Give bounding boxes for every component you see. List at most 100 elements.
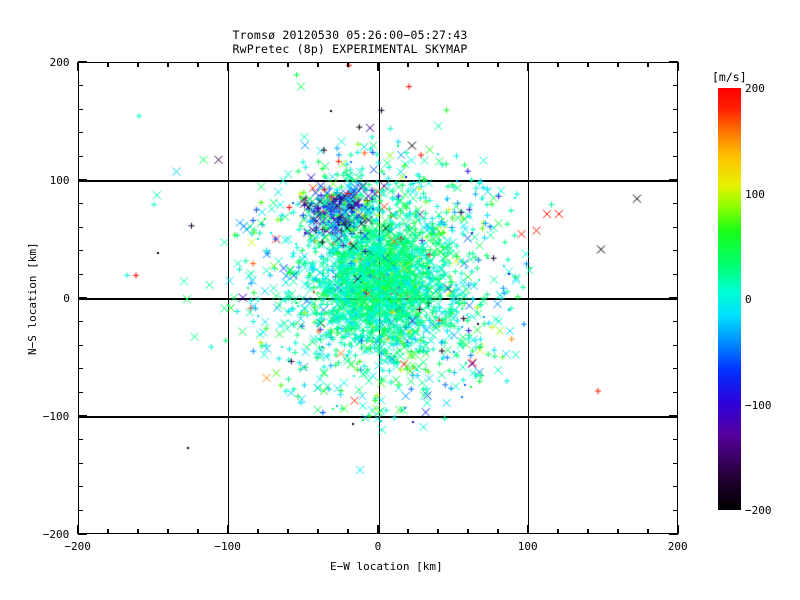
x-tick	[557, 62, 559, 67]
x-axis-label: E−W location [km]	[330, 560, 443, 573]
x-tick	[467, 62, 469, 67]
y-tick	[78, 85, 83, 87]
y-tick	[673, 344, 678, 346]
x-tick	[77, 62, 79, 71]
x-tick-label: −100	[214, 540, 241, 553]
y-tick	[78, 179, 87, 181]
x-tick	[167, 62, 169, 67]
x-tick	[527, 525, 529, 534]
x-tick	[287, 529, 289, 534]
x-tick	[527, 62, 529, 71]
x-tick	[107, 62, 109, 67]
x-tick	[317, 62, 319, 67]
x-tick	[347, 62, 349, 67]
x-tick-label: 100	[517, 540, 538, 553]
x-tick	[557, 529, 559, 534]
x-tick	[677, 62, 679, 71]
x-tick	[227, 525, 229, 534]
y-tick	[673, 321, 678, 323]
x-tick	[137, 62, 139, 67]
y-tick-label: 100	[49, 174, 70, 187]
x-tick	[437, 529, 439, 534]
y-tick	[673, 203, 678, 205]
y-tick	[78, 486, 83, 488]
y-tick	[673, 391, 678, 393]
x-tick	[347, 529, 349, 534]
y-tick	[673, 462, 678, 464]
x-tick	[647, 529, 649, 534]
x-tick	[167, 529, 169, 534]
x-tick	[137, 529, 139, 534]
colorbar-tick-label: 200	[745, 82, 765, 95]
x-tick	[407, 529, 409, 534]
y-tick-label: 0	[63, 292, 70, 305]
y-tick	[78, 273, 83, 275]
y-tick	[78, 368, 83, 370]
y-tick-label: 200	[49, 56, 70, 69]
y-tick	[78, 108, 83, 110]
x-tick	[257, 62, 259, 67]
x-tick	[227, 62, 229, 71]
y-tick	[78, 321, 83, 323]
y-tick	[669, 533, 678, 535]
y-tick	[78, 226, 83, 228]
title-line-1: Tromsø 20120530 05:26:00−05:27:43	[232, 28, 468, 42]
colorbar-unit-label: [m/s]	[712, 70, 747, 84]
x-tick-label: 200	[667, 540, 688, 553]
scatter-points	[79, 63, 677, 533]
y-tick-label: −100	[42, 410, 70, 423]
x-tick	[617, 529, 619, 534]
colorbar	[718, 88, 741, 510]
y-tick	[673, 368, 678, 370]
colorbar-tick-label: 0	[745, 293, 752, 306]
x-tick	[617, 62, 619, 67]
y-tick	[673, 273, 678, 275]
colorbar-tick-label: −200	[745, 504, 772, 517]
y-tick	[78, 132, 83, 134]
plot-area	[78, 62, 678, 534]
x-tick	[77, 525, 79, 534]
y-tick	[78, 391, 83, 393]
y-tick	[78, 509, 83, 511]
y-tick	[673, 439, 678, 441]
y-tick	[673, 509, 678, 511]
y-tick	[78, 155, 83, 157]
x-tick	[197, 62, 199, 67]
x-tick	[107, 529, 109, 534]
y-tick	[673, 132, 678, 134]
y-tick	[669, 297, 678, 299]
y-tick	[673, 155, 678, 157]
y-tick	[78, 462, 83, 464]
y-tick	[673, 486, 678, 488]
x-tick	[497, 529, 499, 534]
x-tick	[407, 62, 409, 67]
y-tick-label: −200	[42, 528, 70, 541]
x-tick-label: −200	[64, 540, 91, 553]
y-tick	[78, 61, 87, 63]
x-tick	[377, 62, 379, 71]
y-tick	[673, 226, 678, 228]
y-tick	[669, 61, 678, 63]
y-tick	[669, 179, 678, 181]
x-tick	[377, 525, 379, 534]
colorbar-tick-label: 100	[745, 187, 765, 201]
y-tick	[673, 250, 678, 252]
x-tick	[497, 62, 499, 67]
y-axis-label: N−S location [km]	[26, 242, 39, 355]
y-tick	[78, 203, 83, 205]
colorbar-gradient	[718, 88, 741, 510]
y-tick	[673, 85, 678, 87]
x-tick	[257, 529, 259, 534]
x-tick	[467, 529, 469, 534]
x-tick	[317, 529, 319, 534]
y-tick	[78, 250, 83, 252]
y-tick	[78, 344, 83, 346]
title-line-2: RwPretec (8p) EXPERIMENTAL SKYMAP	[232, 42, 468, 56]
y-tick	[78, 415, 87, 417]
y-tick	[669, 415, 678, 417]
y-tick	[673, 108, 678, 110]
colorbar-tick-label: −100	[745, 398, 772, 412]
x-tick	[287, 62, 289, 67]
x-tick	[197, 529, 199, 534]
